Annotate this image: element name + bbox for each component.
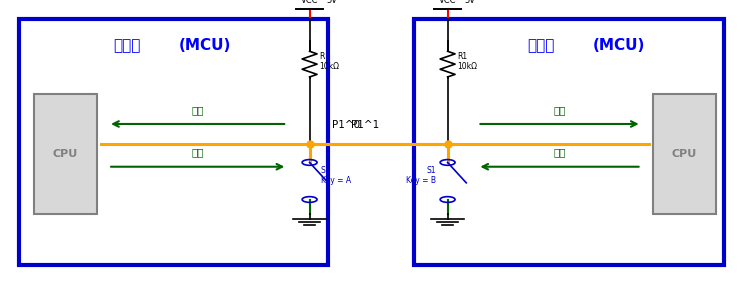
Bar: [653, 94, 716, 214]
Text: R
10kΩ: R 10kΩ: [319, 52, 339, 71]
Text: 输入: 输入: [192, 105, 204, 115]
Text: (MCU): (MCU): [593, 38, 645, 53]
Text: 单片机: 单片机: [113, 38, 140, 53]
Text: 5V: 5V: [326, 0, 337, 5]
Text: P1^1: P1^1: [351, 120, 379, 131]
Text: S
Key = A: S Key = A: [321, 166, 351, 185]
Text: R1
10kΩ: R1 10kΩ: [457, 52, 477, 71]
Text: 单片机: 单片机: [527, 38, 554, 53]
Text: (MCU): (MCU): [179, 38, 231, 53]
Text: 输出: 输出: [192, 147, 204, 158]
Text: CPU: CPU: [672, 149, 697, 159]
Text: 输入: 输入: [554, 105, 565, 115]
Bar: [19, 19, 328, 265]
Text: CPU: CPU: [53, 149, 78, 159]
Text: VCC: VCC: [301, 0, 318, 5]
Bar: [414, 19, 724, 265]
Text: S1
Key = B: S1 Key = B: [407, 166, 436, 185]
Bar: [34, 94, 97, 214]
Text: VCC: VCC: [439, 0, 456, 5]
Text: P1^0: P1^0: [332, 120, 360, 131]
Text: 5V: 5V: [464, 0, 475, 5]
Text: 输出: 输出: [554, 147, 565, 158]
